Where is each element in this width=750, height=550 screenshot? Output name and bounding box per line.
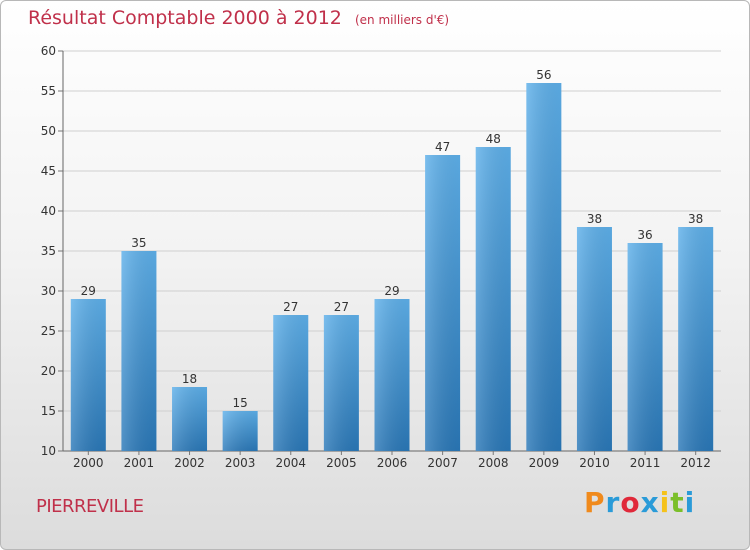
data-label-2003: 15 [233, 396, 248, 410]
x-tick-label-2000: 2000 [73, 456, 104, 470]
x-tick-label-2002: 2002 [174, 456, 205, 470]
x-tick-label-2004: 2004 [275, 456, 306, 470]
data-label-2011: 36 [637, 228, 652, 242]
x-tick-label-2008: 2008 [478, 456, 509, 470]
bar-shade-2007 [425, 155, 461, 451]
y-tick-label-10: 10 [41, 444, 56, 458]
bar-shade-2003 [222, 411, 258, 451]
bar-shade-2005 [323, 315, 359, 451]
bar-shade-2001 [121, 251, 157, 451]
y-tick-label-30: 30 [41, 284, 56, 298]
bar-shade-2006 [374, 299, 410, 451]
title-row: Résultat Comptable 2000 à 2012 (en milli… [28, 7, 449, 29]
x-tick-label-2007: 2007 [427, 456, 458, 470]
logo-letter: r [605, 486, 621, 519]
logo-letter: x [640, 486, 660, 519]
bar-shade-2002 [172, 387, 208, 451]
x-tick-label-2006: 2006 [377, 456, 408, 470]
bar-shade-2010 [576, 227, 612, 451]
y-tick-label-40: 40 [41, 204, 56, 218]
x-tick-label-2011: 2011 [630, 456, 661, 470]
logo-letter: o [620, 486, 641, 519]
y-tick-label-45: 45 [41, 164, 56, 178]
x-tick-label-2003: 2003 [225, 456, 256, 470]
chart-subtitle: (en milliers d'€) [354, 13, 450, 27]
chart-title: Résultat Comptable 2000 à 2012 [28, 7, 342, 29]
x-tick-label-2009: 2009 [529, 456, 560, 470]
logo-letter: P [584, 486, 606, 519]
data-label-2004: 27 [283, 300, 298, 314]
x-tick-label-2010: 2010 [579, 456, 610, 470]
bar-shade-2000 [70, 299, 106, 451]
logo-letter: i [659, 486, 671, 519]
data-label-2005: 27 [334, 300, 349, 314]
bars [70, 83, 714, 451]
y-tick-label-35: 35 [41, 244, 56, 258]
data-label-2007: 47 [435, 140, 450, 154]
y-tick-label-55: 55 [41, 84, 56, 98]
bar-shade-2009 [526, 83, 562, 451]
y-tick-label-60: 60 [41, 44, 56, 58]
data-label-2010: 38 [587, 212, 602, 226]
municipality-name: PIERREVILLE [36, 496, 144, 517]
bar-shade-2008 [475, 147, 511, 451]
x-tick-label-2005: 2005 [326, 456, 357, 470]
data-label-2012: 38 [688, 212, 703, 226]
y-tick-label-25: 25 [41, 324, 56, 338]
data-label-2000: 29 [81, 284, 96, 298]
data-label-2001: 35 [131, 236, 146, 250]
logo-letter: i [684, 486, 696, 519]
logo-letter: t [670, 486, 685, 519]
y-tick-label-15: 15 [41, 404, 56, 418]
x-tick-label-2001: 2001 [124, 456, 155, 470]
data-label-2006: 29 [384, 284, 399, 298]
y-tick-label-50: 50 [41, 124, 56, 138]
data-label-2009: 56 [536, 68, 551, 82]
data-labels: 29 35 18 15 27 27 29 47 48 56 38 36 38 [81, 68, 704, 410]
bar-shade-2004 [273, 315, 309, 451]
y-tick-label-20: 20 [41, 364, 56, 378]
bar-shade-2011 [627, 243, 663, 451]
x-tick-label-2012: 2012 [680, 456, 711, 470]
data-label-2008: 48 [486, 132, 501, 146]
bar-shade-2012 [678, 227, 714, 451]
proxiti-logo[interactable]: Proxiti [584, 486, 695, 519]
data-label-2002: 18 [182, 372, 197, 386]
